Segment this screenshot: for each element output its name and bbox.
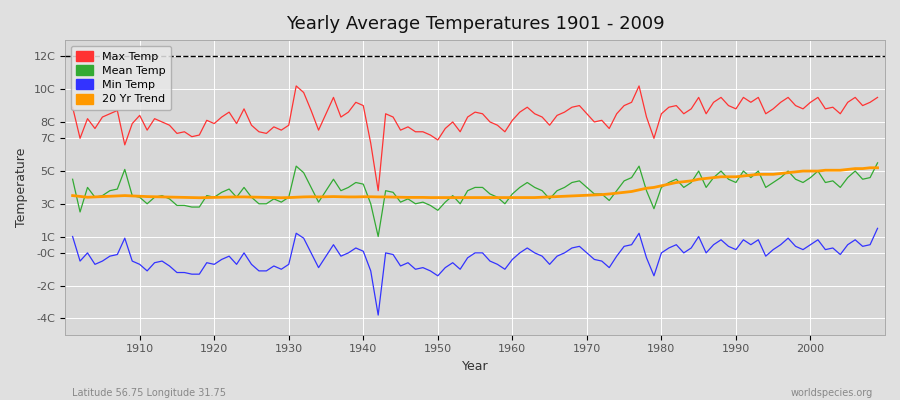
Text: Latitude 56.75 Longitude 31.75: Latitude 56.75 Longitude 31.75 <box>72 388 226 398</box>
Y-axis label: Temperature: Temperature <box>15 148 28 227</box>
Title: Yearly Average Temperatures 1901 - 2009: Yearly Average Temperatures 1901 - 2009 <box>286 15 664 33</box>
Legend: Max Temp, Mean Temp, Min Temp, 20 Yr Trend: Max Temp, Mean Temp, Min Temp, 20 Yr Tre… <box>71 46 171 110</box>
X-axis label: Year: Year <box>462 360 489 373</box>
Text: worldspecies.org: worldspecies.org <box>791 388 873 398</box>
